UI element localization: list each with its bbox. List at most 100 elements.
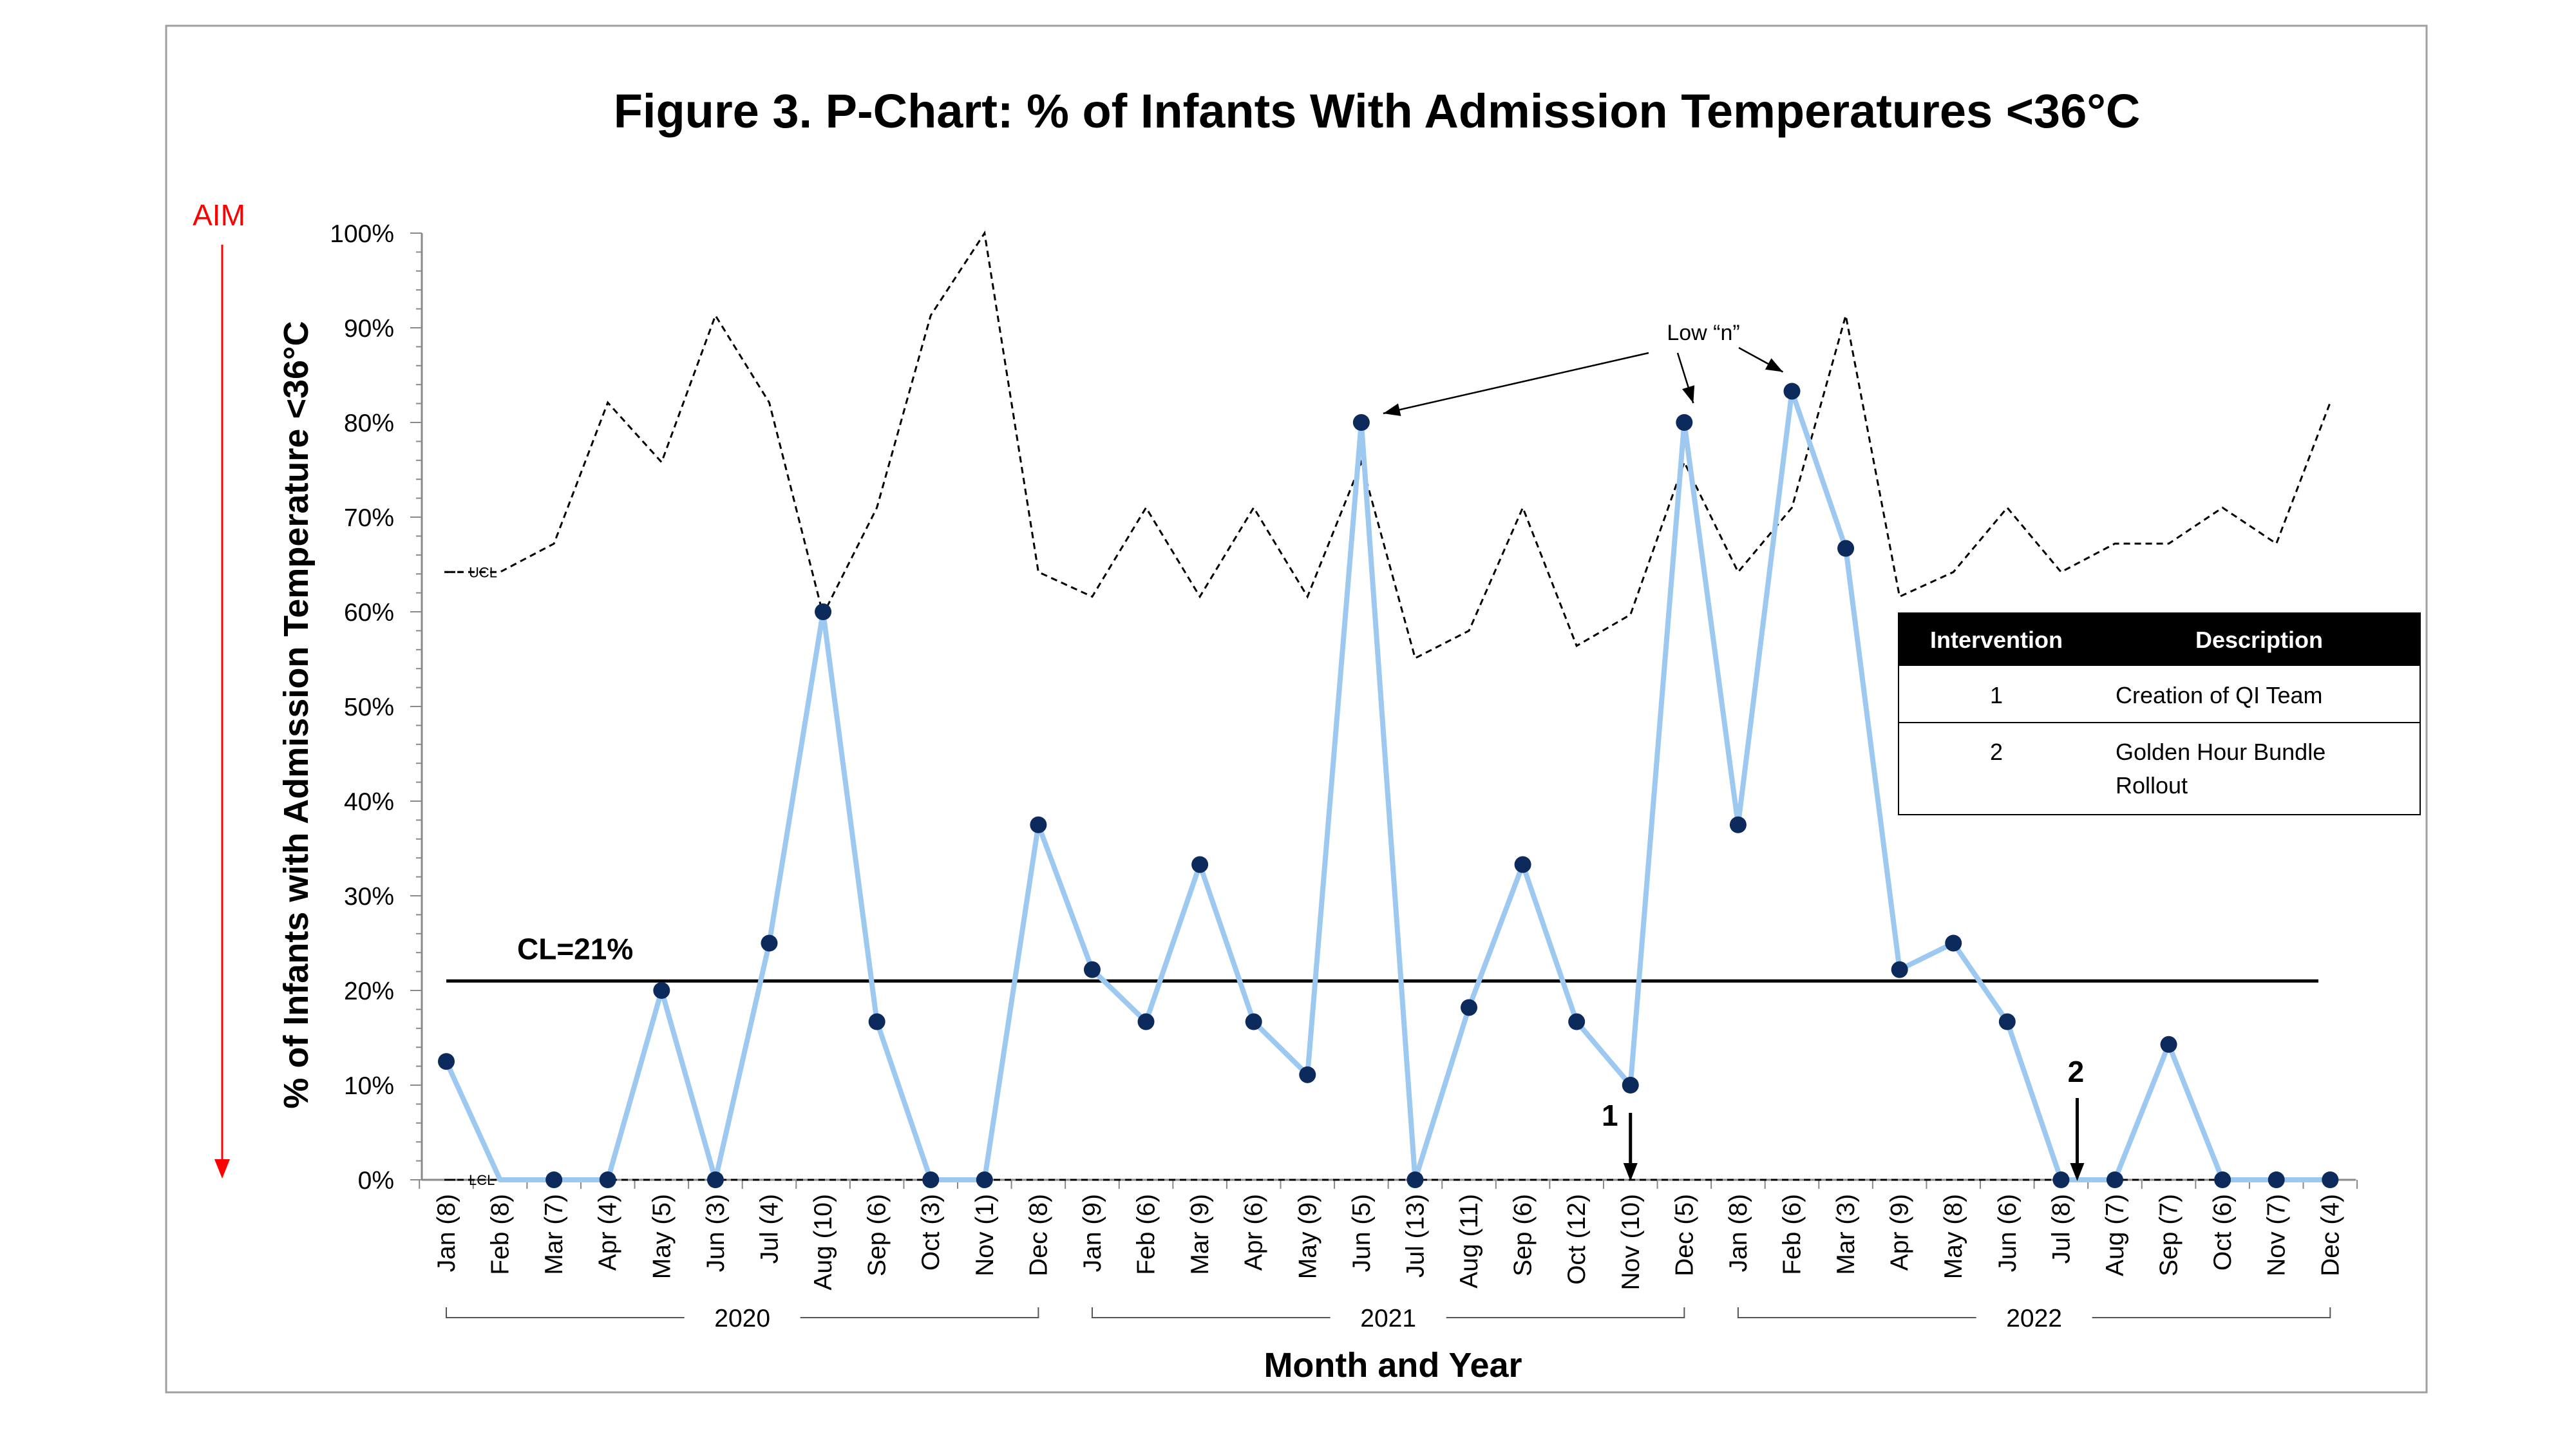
category-label: Aug (10) bbox=[810, 1194, 837, 1291]
y-tick-label: 40% bbox=[344, 788, 394, 816]
data-point bbox=[653, 982, 670, 999]
category-label: Feb (6) bbox=[1779, 1194, 1806, 1275]
data-point bbox=[2106, 1171, 2123, 1188]
y-tick-label: 70% bbox=[344, 504, 394, 532]
ucl-label: UCL bbox=[469, 564, 497, 580]
data-point bbox=[706, 1171, 724, 1188]
intervention-number: 1 bbox=[1602, 1099, 1618, 1132]
category-label: Jul (4) bbox=[755, 1194, 783, 1264]
data-point bbox=[438, 1053, 455, 1070]
intervention-table: Intervention Description 1 Creation of QI T… bbox=[1898, 612, 2421, 815]
data-point bbox=[1891, 961, 1908, 978]
category-label: May (9) bbox=[1294, 1194, 1321, 1279]
y-tick-label: 60% bbox=[344, 599, 394, 627]
table-cell-description: Golden Hour Bundle bbox=[2116, 739, 2325, 765]
year-label: 2020 bbox=[714, 1305, 770, 1332]
data-series bbox=[438, 383, 2339, 1188]
category-label: Oct (3) bbox=[917, 1194, 945, 1271]
y-tick-label: 10% bbox=[344, 1072, 394, 1100]
y-tick-label: 0% bbox=[358, 1167, 394, 1195]
category-label: Aug (11) bbox=[1455, 1194, 1483, 1289]
low-n-arrow-head bbox=[1682, 385, 1695, 403]
category-label: Mar (3) bbox=[1832, 1194, 1860, 1275]
low-n-arrow bbox=[1383, 352, 1649, 415]
table-header-description: Description bbox=[2195, 627, 2323, 653]
category-label: Jan (8) bbox=[433, 1194, 460, 1272]
data-point bbox=[1729, 816, 1747, 833]
aim-arrow-head bbox=[214, 1159, 230, 1179]
table-header-intervention: Intervention bbox=[1930, 627, 2063, 653]
annotations: Low “n” 1 2 bbox=[1383, 321, 2085, 1181]
y-tick-label: 100% bbox=[330, 220, 394, 248]
data-point bbox=[761, 934, 778, 952]
y-tick-label: 50% bbox=[344, 694, 394, 721]
y-axis-label: % of Infants with Admission Temperature … bbox=[277, 321, 316, 1108]
y-tick-label: 90% bbox=[344, 315, 394, 343]
data-point bbox=[2322, 1171, 2339, 1188]
center-line-label: CL=21% bbox=[517, 932, 633, 965]
table-header bbox=[1899, 613, 2420, 666]
low-n-label: Low “n” bbox=[1667, 321, 1739, 345]
category-label: Jul (8) bbox=[2047, 1194, 2075, 1264]
year-label: 2021 bbox=[1360, 1305, 1416, 1332]
data-point bbox=[1030, 816, 1047, 833]
category-label: Nov (7) bbox=[2263, 1194, 2291, 1276]
data-point bbox=[599, 1171, 616, 1188]
category-label: Sep (7) bbox=[2155, 1194, 2183, 1276]
category-label: Dec (8) bbox=[1025, 1194, 1052, 1276]
year-bracket bbox=[1737, 1307, 1976, 1318]
intervention-arrow-head bbox=[1623, 1163, 1638, 1181]
category-label: Feb (8) bbox=[487, 1194, 515, 1275]
data-point bbox=[2268, 1171, 2285, 1188]
data-point bbox=[1783, 383, 1801, 400]
data-point bbox=[1568, 1013, 1586, 1030]
y-tick-label: 80% bbox=[344, 410, 394, 437]
data-point bbox=[1083, 961, 1101, 978]
category-label: Nov (10) bbox=[1617, 1194, 1645, 1291]
category-label: Sep (6) bbox=[864, 1194, 891, 1276]
low-n-arrow-head bbox=[1765, 358, 1783, 372]
data-point bbox=[1837, 540, 1855, 557]
y-tick-label: 20% bbox=[344, 978, 394, 1005]
category-label: Sep (6) bbox=[1510, 1194, 1537, 1276]
year-label: 2022 bbox=[2006, 1305, 2062, 1332]
intervention-arrow-head bbox=[2070, 1163, 2085, 1181]
category-label: Nov (1) bbox=[971, 1194, 999, 1276]
year-bracket bbox=[1091, 1307, 1331, 1318]
ucl-line bbox=[446, 230, 2331, 660]
data-point bbox=[868, 1013, 886, 1030]
low-n-arrow-head bbox=[1383, 403, 1401, 416]
data-point bbox=[1191, 856, 1209, 873]
category-labels: Jan (8) Feb (8) Mar (7) Apr (4) May (5) Jun (… bbox=[433, 1194, 2344, 1332]
data-point bbox=[1352, 414, 1370, 431]
year-bracket bbox=[1446, 1307, 1685, 1318]
data-point bbox=[545, 1171, 563, 1188]
x-axis-label: Month and Year bbox=[1264, 1346, 1522, 1385]
data-point bbox=[2160, 1036, 2177, 1053]
data-point bbox=[1998, 1013, 2016, 1030]
intervention-number: 2 bbox=[2068, 1055, 2085, 1088]
table-cell-description: Rollout bbox=[2116, 772, 2188, 799]
data-point bbox=[1245, 1013, 1262, 1030]
data-point bbox=[1514, 856, 1531, 873]
category-label: Jun (3) bbox=[702, 1194, 730, 1272]
data-point bbox=[1461, 999, 1478, 1016]
category-label: Oct (6) bbox=[2209, 1194, 2237, 1271]
category-label: Apr (6) bbox=[1240, 1194, 1268, 1271]
y-tick-label: 30% bbox=[344, 883, 394, 911]
data-point bbox=[976, 1171, 993, 1188]
category-label: Jan (9) bbox=[1079, 1194, 1106, 1272]
category-label: Jun (6) bbox=[1994, 1194, 2022, 1272]
data-point bbox=[1406, 1171, 1424, 1188]
chart-title: Figure 3. P-Chart: % of Infants With Adm… bbox=[614, 84, 2141, 138]
category-label: Feb (6) bbox=[1133, 1194, 1160, 1275]
data-point bbox=[1622, 1077, 1639, 1094]
aim-label: AIM bbox=[193, 198, 245, 232]
category-label: Jun (5) bbox=[1348, 1194, 1376, 1272]
lcl-label: LCL bbox=[469, 1172, 495, 1188]
data-point bbox=[2214, 1171, 2231, 1188]
data-point bbox=[1945, 934, 1962, 952]
category-label: Apr (4) bbox=[594, 1194, 622, 1271]
category-label: May (5) bbox=[648, 1194, 676, 1279]
